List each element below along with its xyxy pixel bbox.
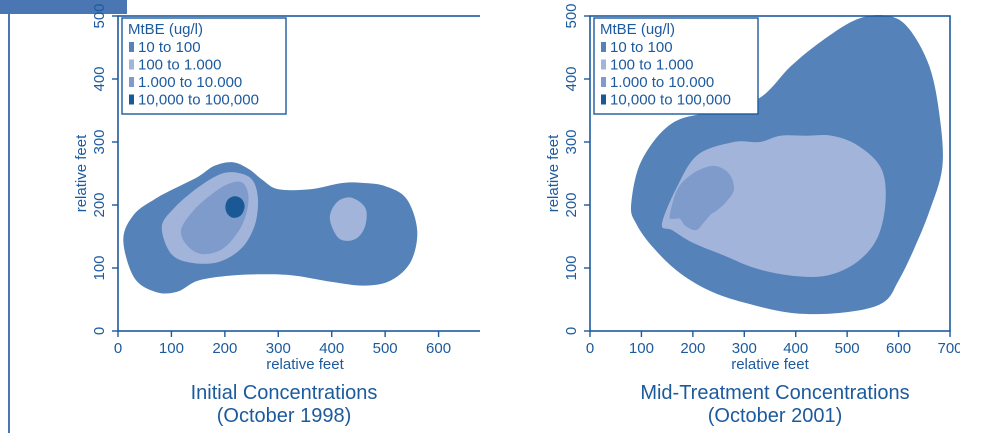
x-tick-label-300: 300 bbox=[266, 340, 291, 357]
x-tick-label-200: 200 bbox=[212, 340, 237, 357]
x-tick-label-0: 0 bbox=[114, 340, 122, 357]
x-tick-label-300: 300 bbox=[732, 340, 757, 357]
legend-box bbox=[593, 17, 759, 115]
legend-swatch-3 bbox=[601, 94, 606, 105]
chart-subtitle-mid-treatment: (October 2001) bbox=[707, 405, 843, 427]
legend-entry-0: 10 to 100 bbox=[138, 39, 201, 56]
contour-region-1-2 bbox=[669, 165, 735, 231]
x-tick-label-100: 100 bbox=[159, 340, 184, 357]
legend-swatch-1 bbox=[601, 59, 606, 70]
legend-entry-3: 10,000 to 100,000 bbox=[610, 92, 731, 109]
y-axis-label: relative feet bbox=[545, 134, 562, 212]
y-tick-label-100: 100 bbox=[91, 255, 108, 280]
y-tick-label-500: 500 bbox=[563, 3, 580, 28]
y-tick-label-0: 0 bbox=[563, 327, 580, 335]
y-tick-label-400: 400 bbox=[91, 66, 108, 91]
x-tick-label-600: 600 bbox=[426, 340, 451, 357]
x-tick-label-600: 600 bbox=[886, 340, 911, 357]
y-tick-label-200: 200 bbox=[563, 192, 580, 217]
chart-title-mid-treatment: Mid-Treatment Concentrations bbox=[640, 382, 910, 404]
legend-swatch-0 bbox=[601, 42, 606, 52]
legend-swatch-3 bbox=[129, 94, 134, 105]
left-rule bbox=[8, 14, 10, 433]
x-tick-label-100: 100 bbox=[629, 340, 654, 357]
legend-entry-2: 1.000 to 10.000 bbox=[138, 74, 242, 91]
corner-tab bbox=[0, 0, 127, 14]
plot-frame bbox=[117, 15, 480, 332]
legend-title: MtBE (ug/l) bbox=[128, 21, 203, 38]
chart-mid-treatment-concentrations: 0 100 200 300 400 500 600 700 relative feet 0 100 2… bbox=[545, 3, 960, 373]
x-tick-label-500: 500 bbox=[835, 340, 860, 357]
y-axis-label: relative feet bbox=[73, 134, 90, 212]
caption-initial: Initial Concentrations (October 1998) bbox=[64, 382, 504, 428]
x-tick-label-700: 700 bbox=[479, 340, 480, 357]
x-tick-label-400: 400 bbox=[783, 340, 808, 357]
x-tick-label-200: 200 bbox=[680, 340, 705, 357]
y-tick-label-300: 300 bbox=[91, 129, 108, 154]
y-tick-label-100: 100 bbox=[563, 255, 580, 280]
x-axis-label: relative feet bbox=[266, 356, 344, 373]
legend-box bbox=[121, 17, 287, 115]
y-tick-label-300: 300 bbox=[563, 129, 580, 154]
legend-swatch-2 bbox=[601, 77, 606, 87]
legend-entry-3: 10,000 to 100,000 bbox=[138, 92, 259, 109]
y-tick-label-500: 500 bbox=[91, 3, 108, 28]
chart-title-initial: Initial Concentrations bbox=[190, 382, 378, 404]
x-tick-label-700: 700 bbox=[937, 340, 960, 357]
x-tick-label-400: 400 bbox=[319, 340, 344, 357]
legend-entry-1: 100 to 1.000 bbox=[610, 57, 693, 74]
contour-region-0-2 bbox=[329, 197, 367, 241]
legend-swatch-1 bbox=[129, 59, 134, 70]
x-tick-label-0: 0 bbox=[586, 340, 594, 357]
x-tick-label-500: 500 bbox=[373, 340, 398, 357]
legend-entry-1: 100 to 1.000 bbox=[138, 57, 221, 74]
contour-region-0-4 bbox=[225, 196, 245, 218]
y-tick-label-400: 400 bbox=[563, 66, 580, 91]
legend-swatch-2 bbox=[129, 77, 134, 87]
legend-entry-2: 1.000 to 10.000 bbox=[610, 74, 714, 91]
chart-subtitle-initial: (October 1998) bbox=[216, 405, 352, 427]
legend-entry-0: 10 to 100 bbox=[610, 39, 673, 56]
plot-frame bbox=[589, 15, 951, 332]
chart-initial-concentrations: 0 100 200 300 400 500 600 700 relative feet 0 100 2… bbox=[73, 3, 480, 373]
x-axis-label: relative feet bbox=[731, 356, 809, 373]
legend-swatch-0 bbox=[129, 42, 134, 52]
y-tick-label-0: 0 bbox=[91, 327, 108, 335]
y-tick-label-200: 200 bbox=[91, 192, 108, 217]
caption-mid-treatment: Mid-Treatment Concentrations (October 20… bbox=[555, 382, 986, 428]
legend-title: MtBE (ug/l) bbox=[600, 21, 675, 38]
